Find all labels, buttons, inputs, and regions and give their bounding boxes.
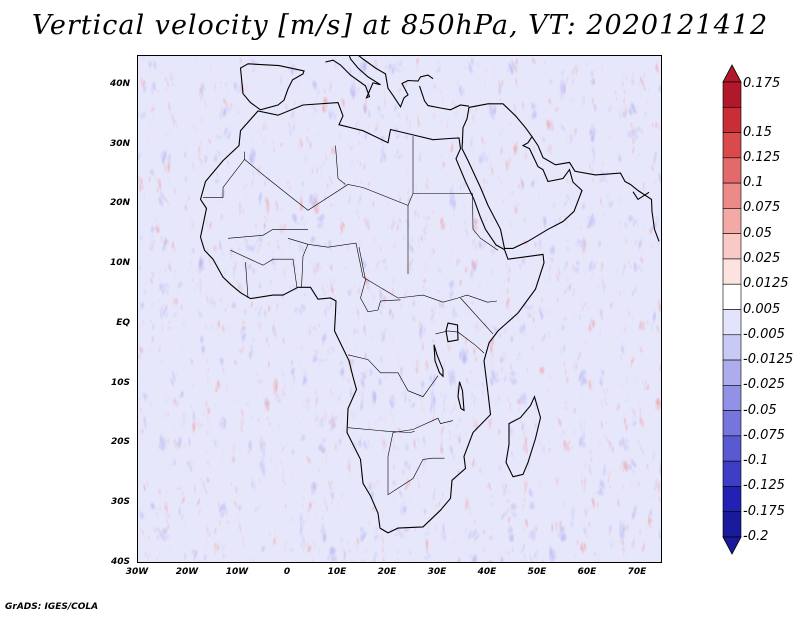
india-coastline bbox=[632, 191, 650, 201]
colorbar-segment bbox=[722, 486, 742, 513]
colorbar-min-cap bbox=[722, 536, 742, 555]
country-border bbox=[460, 297, 494, 335]
lon-tick-label: 70E bbox=[627, 567, 647, 577]
colorbar-segment bbox=[722, 511, 742, 538]
country-border bbox=[230, 249, 298, 288]
lon-tick-label: 0 bbox=[283, 567, 291, 577]
colorbar-segment bbox=[722, 435, 742, 462]
lat-tick-label: 10N bbox=[109, 258, 130, 269]
country-border bbox=[335, 145, 346, 185]
lon-tick-label: 10W bbox=[225, 567, 249, 577]
country-border bbox=[227, 229, 308, 239]
lon-tick-label: 30W bbox=[125, 567, 149, 577]
colorbar-segment bbox=[722, 334, 742, 361]
iberia-coastline bbox=[239, 63, 305, 111]
country-border bbox=[347, 427, 415, 433]
lon-tick-label: 30E bbox=[427, 567, 447, 577]
colorbar-segment bbox=[722, 81, 742, 108]
colorbar-segment bbox=[722, 258, 742, 285]
lat-tick-label: 20N bbox=[109, 198, 130, 209]
vertical-velocity-field bbox=[138, 56, 661, 562]
colorbar-segment bbox=[722, 460, 742, 487]
country-border bbox=[203, 151, 245, 198]
lake-outline bbox=[433, 344, 444, 378]
country-border bbox=[472, 193, 499, 251]
map-plot-area bbox=[137, 55, 662, 563]
country-border bbox=[387, 456, 445, 496]
colorbar-max-cap bbox=[722, 64, 742, 83]
colorbar-segment bbox=[722, 359, 742, 386]
colorbar-label: -0.0125 bbox=[743, 352, 794, 368]
colorbar-segment bbox=[722, 385, 742, 411]
lat-tick-label: EQ bbox=[116, 317, 130, 328]
colorbar-label: -0.025 bbox=[743, 377, 785, 393]
italy-coastline bbox=[325, 56, 381, 99]
colorbar-label: -0.125 bbox=[743, 478, 785, 494]
colorbar-label: 0.175 bbox=[743, 76, 781, 91]
credit-text: GrADS: IGES/COLA bbox=[5, 602, 99, 612]
lat-tick-label: 20S bbox=[110, 437, 130, 448]
country-border bbox=[245, 262, 249, 299]
country-borders bbox=[203, 136, 499, 496]
colorbar-label: 0.005 bbox=[743, 301, 781, 317]
colorbar-segment bbox=[722, 157, 742, 184]
lon-tick-label: 40E bbox=[477, 567, 497, 577]
colorbar-segment bbox=[722, 309, 742, 336]
lon-tick-label: 60E bbox=[577, 567, 597, 577]
colorbar-label: -0.1 bbox=[743, 453, 769, 469]
iran-coastline bbox=[531, 136, 660, 242]
country-border bbox=[435, 330, 485, 354]
colorbar-segment bbox=[722, 283, 742, 310]
colorbar-label: -0.005 bbox=[743, 326, 785, 342]
colorbar-segment bbox=[722, 233, 742, 260]
coastlines bbox=[199, 56, 660, 534]
colorbar-segment bbox=[722, 208, 742, 234]
lat-tick-label: 30N bbox=[109, 138, 130, 149]
colorbar-label: 0.1 bbox=[743, 175, 764, 191]
colorbar-label: 0.125 bbox=[743, 149, 781, 165]
lon-tick-label: 50E bbox=[527, 567, 547, 577]
colorbar-label: 0.15 bbox=[743, 124, 772, 140]
chart-title: Vertical velocity [m/s] at 850hPa, VT: 2… bbox=[31, 10, 769, 41]
lon-tick-label: 20W bbox=[175, 567, 199, 577]
lon-tick-label: 10E bbox=[327, 567, 347, 577]
colorbar-segment bbox=[722, 132, 742, 159]
colorbar-segment bbox=[722, 182, 742, 209]
country-border bbox=[244, 159, 473, 211]
colorbar-label: 0.05 bbox=[743, 225, 772, 241]
colorbar-segment bbox=[722, 410, 742, 437]
colorbar-label: 0.075 bbox=[743, 200, 781, 216]
lat-tick-label: 30S bbox=[110, 497, 130, 508]
country-border bbox=[287, 238, 498, 303]
country-border bbox=[358, 247, 401, 313]
colorbar-label: -0.175 bbox=[743, 503, 785, 519]
colorbar-label: 0.0125 bbox=[743, 276, 789, 292]
balkans-coastline bbox=[358, 56, 434, 108]
colorbar bbox=[722, 64, 742, 555]
colorbar-label: -0.075 bbox=[743, 427, 785, 443]
lat-tick-label: 10S bbox=[110, 377, 130, 388]
arabia-coastline bbox=[461, 103, 583, 249]
turkey-coastline bbox=[418, 85, 470, 111]
lake-outline bbox=[445, 322, 459, 343]
lat-tick-label: 40N bbox=[109, 78, 130, 89]
lat-tick-label: 40S bbox=[110, 557, 130, 567]
colorbar-label: 0.025 bbox=[743, 250, 781, 266]
madagascar-coastline bbox=[505, 395, 542, 478]
ascent-field bbox=[138, 56, 661, 562]
country-border bbox=[301, 244, 309, 288]
country-border bbox=[387, 417, 454, 457]
lake-outline bbox=[457, 381, 465, 412]
lon-tick-label: 20E bbox=[377, 567, 397, 577]
colorbar-segment bbox=[722, 106, 742, 133]
colorbar-label: -0.2 bbox=[743, 529, 769, 544]
africa-coastline bbox=[199, 102, 545, 534]
country-border bbox=[347, 354, 439, 398]
colorbar-label: -0.05 bbox=[743, 402, 777, 418]
